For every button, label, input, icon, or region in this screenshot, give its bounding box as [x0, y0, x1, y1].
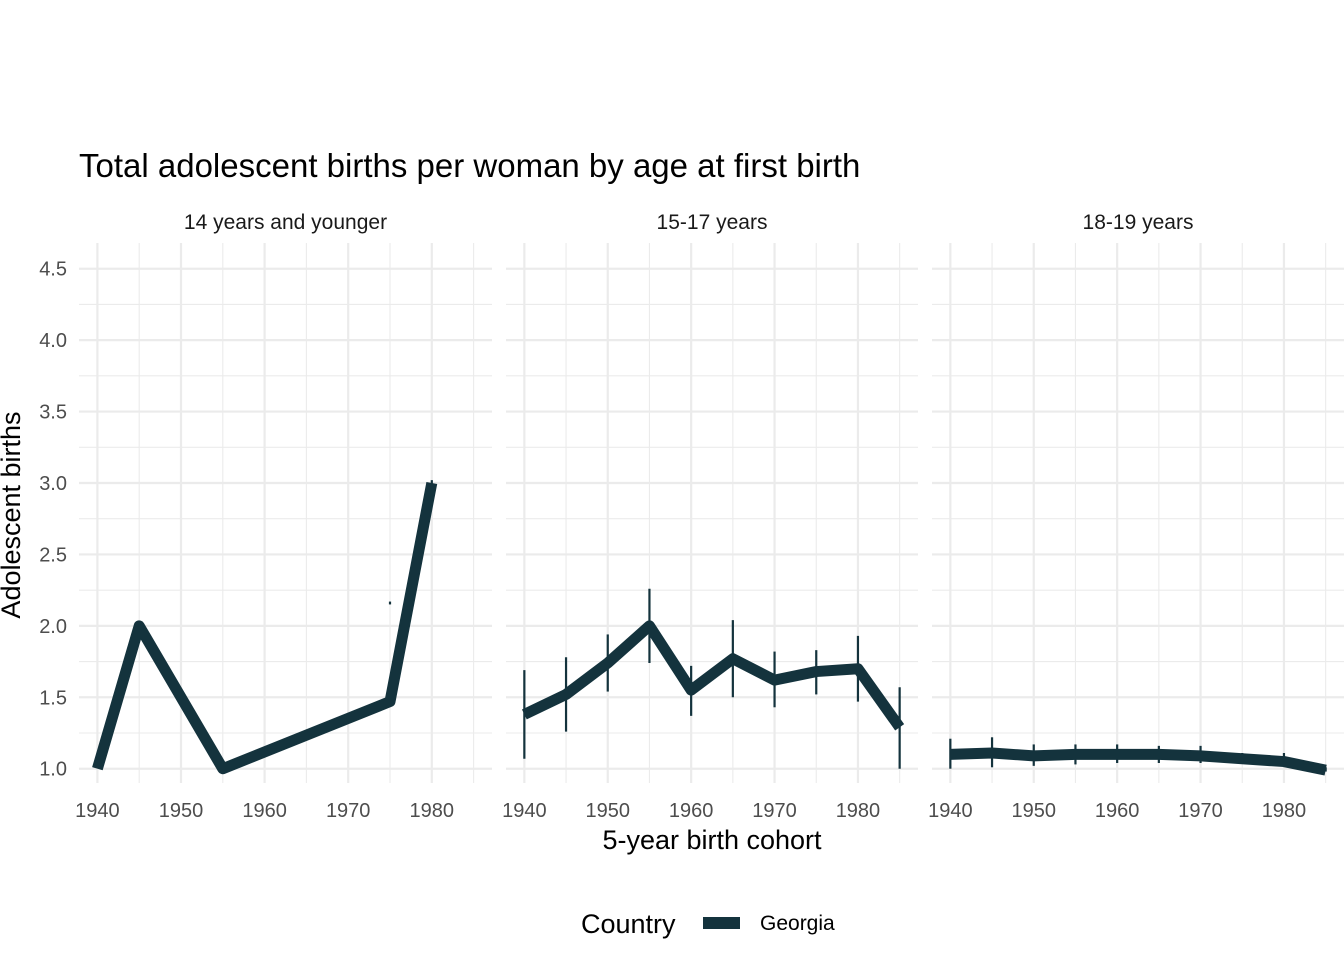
series-line-georgia: [92, 481, 438, 775]
series-line-georgia: [521, 620, 905, 731]
y-tick-label: 4.0: [39, 330, 67, 352]
x-tick-label: 1940: [75, 800, 120, 822]
y-tick-label: 3.0: [39, 473, 67, 495]
y-tick-label: 3.5: [39, 402, 67, 424]
y-tick-label: 2.0: [39, 616, 67, 638]
x-tick-label: 1960: [242, 800, 287, 822]
x-tick-label: 1970: [326, 800, 371, 822]
legend-key-georgia: [703, 917, 740, 929]
facet-label: 15-17 years: [657, 211, 768, 234]
x-axis-title: 5-year birth cohort: [602, 825, 822, 855]
facet-panels: 14 years and younger 1940 1950 1960 1970 1980…: [75, 211, 1344, 822]
y-tick-label: 1.5: [39, 687, 67, 709]
x-tick-label: 1980: [1262, 800, 1307, 822]
legend-title: Country: [581, 909, 676, 939]
facet-label: 14 years and younger: [184, 211, 387, 234]
series-line-georgia: [950, 747, 1327, 776]
x-tick-label: 1970: [1178, 800, 1223, 822]
x-tick-label: 1950: [159, 800, 204, 822]
facet-label: 18-19 years: [1083, 211, 1194, 234]
x-tick-label: 1960: [669, 800, 714, 822]
x-tick-label: 1970: [752, 800, 797, 822]
chart-title: Total adolescent births per woman by age…: [79, 147, 860, 184]
x-tick-label: 1940: [502, 800, 547, 822]
y-tick-label: 1.0: [39, 759, 67, 781]
facet-panel: 14 years and younger 1940 1950 1960 1970 1980: [75, 211, 492, 822]
facet-panel: 18-19 years 1940 1950 1960 1970 1980: [928, 211, 1344, 822]
x-tick-label: 1980: [836, 800, 881, 822]
y-tick-label: 2.5: [39, 544, 67, 566]
y-axis-title: Adolescent births: [0, 411, 26, 618]
x-tick-label: 1940: [928, 800, 973, 822]
x-tick-label: 1950: [1011, 800, 1056, 822]
legend-label-georgia: Georgia: [760, 912, 835, 935]
x-tick-label: 1950: [585, 800, 630, 822]
y-tick-label: 4.5: [39, 259, 67, 281]
x-tick-label: 1960: [1095, 800, 1140, 822]
x-tick-label: 1980: [410, 800, 455, 822]
facet-panel: 15-17 years 1940 1950 1960 1970 1980: [502, 211, 918, 822]
legend: Country Georgia: [581, 909, 835, 939]
